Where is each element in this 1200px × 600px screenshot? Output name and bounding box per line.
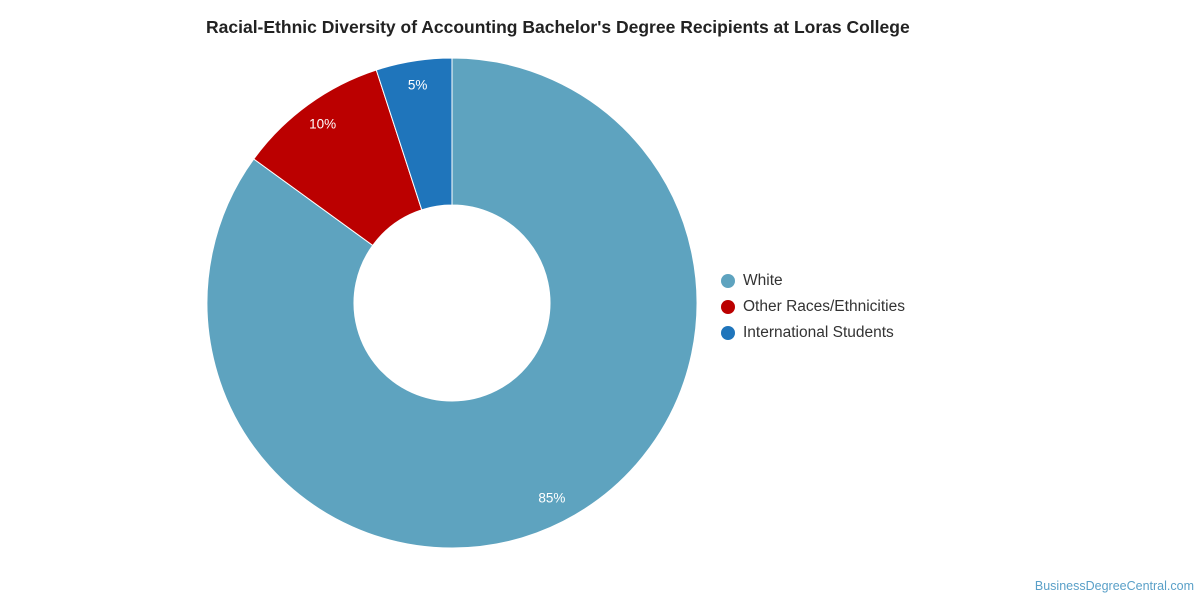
slice-white[interactable]: [206, 57, 698, 549]
legend-swatch: [721, 326, 735, 340]
data-label-other-races: 10%: [309, 117, 336, 132]
legend-item-international[interactable]: International Students: [721, 320, 905, 346]
data-label-international: 5%: [408, 77, 428, 92]
legend-label: Other Races/Ethnicities: [743, 298, 905, 315]
data-label-white: 85%: [538, 491, 565, 506]
legend-swatch: [721, 300, 735, 314]
legend-label: International Students: [743, 324, 894, 341]
chart-title: Racial-Ethnic Diversity of Accounting Ba…: [206, 17, 910, 37]
legend-item-other-races[interactable]: Other Races/Ethnicities: [721, 294, 905, 320]
legend-label: White: [743, 272, 783, 289]
watermark[interactable]: BusinessDegreeCentral.com: [1034, 579, 1194, 593]
slice-international[interactable]: [375, 57, 453, 211]
legend-item-white[interactable]: White: [721, 268, 905, 294]
legend: White Other Races/Ethnicities Internatio…: [721, 268, 905, 346]
legend-swatch: [721, 274, 735, 288]
